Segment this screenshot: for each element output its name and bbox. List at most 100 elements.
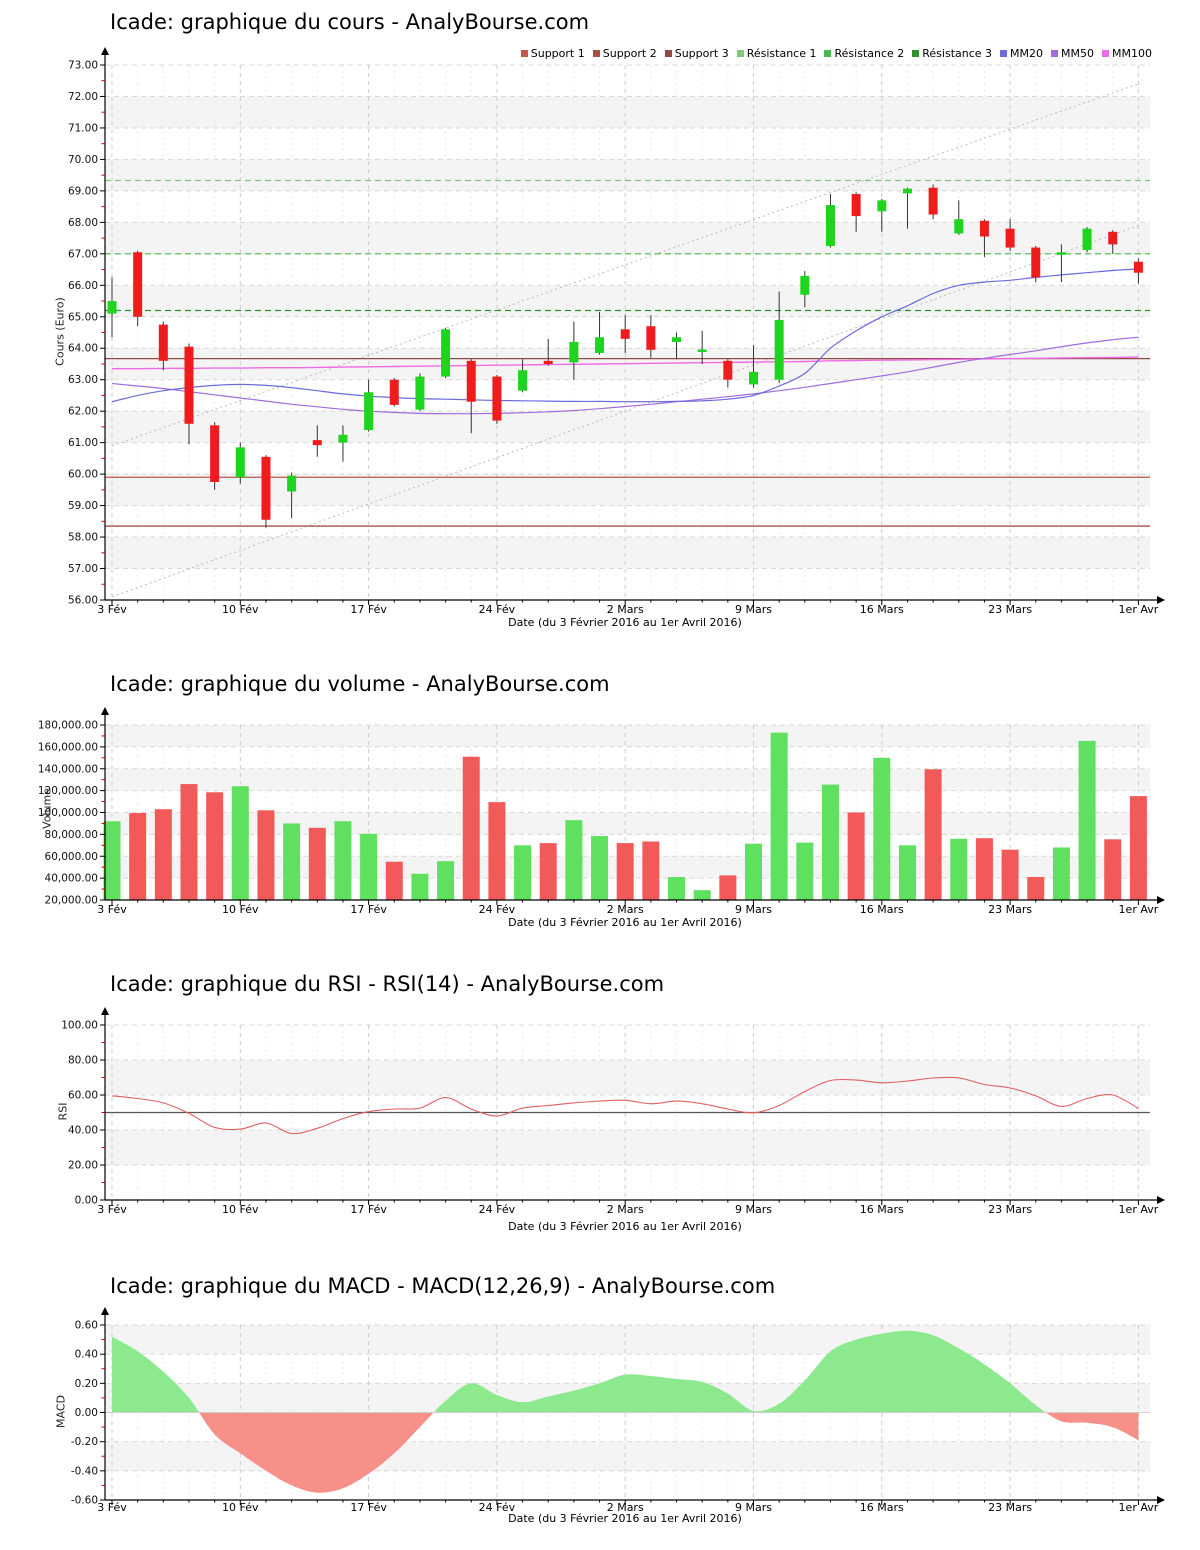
candle — [235, 442, 245, 484]
svg-text:16 Mars: 16 Mars — [860, 1501, 904, 1514]
svg-text:2 Mars: 2 Mars — [607, 1203, 644, 1216]
volume-bar — [745, 843, 762, 900]
volume-bar — [770, 732, 788, 900]
candle — [569, 321, 579, 380]
volume-bar — [360, 833, 378, 900]
candle — [749, 345, 758, 388]
svg-text:140,000.00: 140,000.00 — [38, 763, 98, 775]
macd-chart-title: Icade: graphique du MACD - MACD(12,26,9)… — [110, 1274, 776, 1298]
volume-bar — [206, 792, 224, 900]
svg-text:63.00: 63.00 — [68, 374, 98, 386]
legend-swatch — [912, 50, 920, 57]
gridlines — [105, 64, 1150, 600]
svg-text:40,000.00: 40,000.00 — [45, 873, 98, 885]
volume-bar — [668, 877, 686, 900]
svg-text:17 Fév: 17 Fév — [350, 1501, 387, 1514]
candle — [158, 321, 168, 371]
axes: 180,000.00 160,000.00 140,000.00 120,000.00… — [38, 707, 1165, 916]
legend-item: Support 2 — [592, 47, 657, 60]
candle — [954, 200, 964, 235]
legend-swatch — [1000, 50, 1008, 57]
volume-bar — [411, 873, 429, 900]
svg-text:66.00: 66.00 — [68, 280, 98, 292]
price-x-axis-title: Date (du 3 Février 2016 au 1er Avril 201… — [508, 616, 742, 629]
candle — [543, 338, 553, 366]
volume-bar — [462, 756, 480, 900]
svg-text:16 Mars: 16 Mars — [860, 1203, 904, 1216]
volume-bar — [1001, 849, 1019, 900]
svg-text:100.00: 100.00 — [61, 1020, 98, 1032]
legend-swatch — [1102, 50, 1110, 57]
legend-item: MM20 — [1000, 47, 1043, 60]
mm20-line — [111, 268, 1139, 403]
volume-bar — [642, 841, 660, 900]
svg-text:69.00: 69.00 — [68, 185, 98, 197]
volume-bar — [616, 843, 634, 900]
svg-text:120,000.00: 120,000.00 — [38, 785, 98, 797]
legend-swatch — [824, 50, 832, 57]
svg-text:20.00: 20.00 — [68, 1160, 98, 1172]
candle — [364, 379, 374, 432]
svg-text:9 Mars: 9 Mars — [735, 603, 772, 616]
svg-text:-0.60: -0.60 — [71, 1495, 98, 1507]
gridlines — [105, 1024, 1150, 1200]
svg-text:3 Fév: 3 Fév — [97, 903, 127, 916]
candle — [210, 422, 220, 490]
candle — [723, 359, 733, 388]
candle — [312, 425, 322, 457]
svg-text:24 Fév: 24 Fév — [479, 903, 516, 916]
svg-text:61.00: 61.00 — [68, 437, 98, 449]
background-stripes — [105, 1060, 1150, 1165]
volume-bar — [847, 812, 865, 900]
rsi-line — [111, 1076, 1139, 1135]
svg-text:17 Fév: 17 Fév — [350, 603, 387, 616]
candle — [774, 291, 784, 383]
svg-text:160,000.00: 160,000.00 — [38, 741, 98, 753]
candle — [184, 343, 194, 445]
svg-text:-0.40: -0.40 — [71, 1465, 98, 1477]
volume-bar — [1104, 839, 1122, 900]
svg-text:1er Avr: 1er Avr — [1119, 903, 1159, 916]
candle — [518, 359, 528, 393]
volume-bar — [437, 861, 455, 900]
candle — [492, 374, 502, 424]
macd-chart-canvas: 0.60 0.40 0.20 0.00 -0.20 -0.40 -0.603 Fév 10 F… — [71, 1307, 1165, 1514]
svg-text:17 Fév: 17 Fév — [350, 903, 387, 916]
macd-negative-area — [112, 1412, 1139, 1493]
svg-text:24 Fév: 24 Fév — [479, 1501, 516, 1514]
candle — [595, 312, 605, 355]
svg-text:1er Avr: 1er Avr — [1119, 1501, 1159, 1514]
svg-text:80,000.00: 80,000.00 — [45, 829, 98, 841]
svg-text:1er Avr: 1er Avr — [1119, 1203, 1159, 1216]
volume-bar — [103, 821, 121, 900]
svg-text:16 Mars: 16 Mars — [860, 603, 904, 616]
svg-text:9 Mars: 9 Mars — [735, 1203, 772, 1216]
candle — [415, 373, 425, 412]
candle — [902, 187, 912, 229]
rsi-x-axis-title: Date (du 3 Février 2016 au 1er Avril 201… — [508, 1220, 742, 1233]
background-stripes — [105, 96, 1150, 569]
svg-text:67.00: 67.00 — [68, 248, 98, 260]
candle — [1082, 227, 1092, 253]
svg-text:71.00: 71.00 — [68, 122, 98, 134]
candles-layer — [107, 184, 1143, 528]
volume-x-axis-title: Date (du 3 Février 2016 au 1er Avril 201… — [508, 916, 742, 929]
candle — [851, 192, 861, 232]
volume-bar — [1027, 877, 1045, 900]
volume-bar — [975, 838, 993, 900]
candle — [1108, 230, 1118, 254]
mm100-line — [112, 356, 1139, 370]
legend-item: MM100 — [1102, 47, 1152, 60]
rsi-chart-canvas: 100.00 80.00 60.00 40.00 20.00 0.003 Fév 10 Fé… — [61, 1007, 1165, 1216]
legend-item: MM50 — [1051, 47, 1094, 60]
volume-bar — [591, 836, 609, 900]
volume-bar — [257, 810, 275, 900]
svg-text:57.00: 57.00 — [68, 563, 98, 575]
volume-bar — [154, 809, 172, 900]
axes: 0.60 0.40 0.20 0.00 -0.20 -0.40 -0.603 Fév 10 F… — [71, 1307, 1165, 1514]
price-chart-title: Icade: graphique du cours - AnalyBourse.… — [110, 10, 590, 34]
svg-text:60.00: 60.00 — [68, 1090, 98, 1102]
volume-bar — [950, 838, 968, 900]
svg-text:10 Fév: 10 Fév — [222, 1501, 259, 1514]
svg-text:62.00: 62.00 — [68, 406, 98, 418]
